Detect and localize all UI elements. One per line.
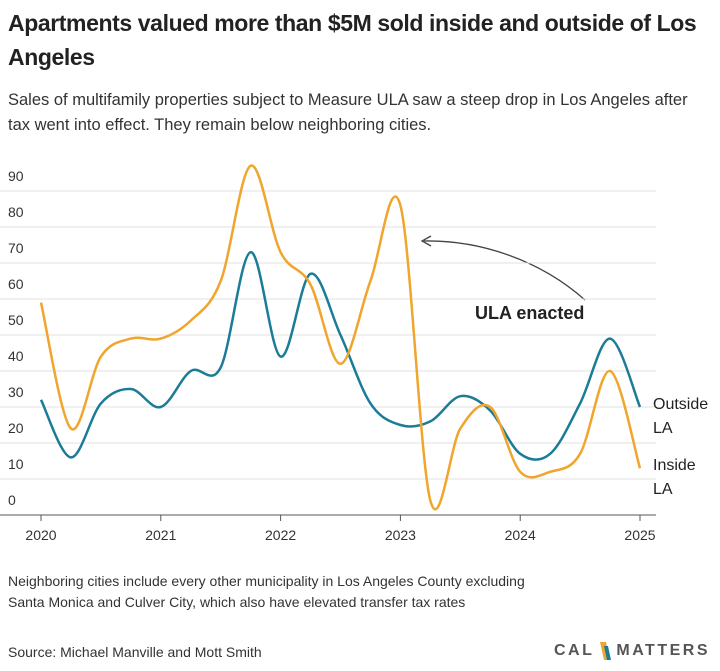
logo-text: MATTERS bbox=[616, 642, 710, 659]
y-tick-label: 90 bbox=[8, 168, 24, 184]
annotation-arrow bbox=[423, 240, 586, 301]
footnote: Neighboring cities include every other m… bbox=[8, 573, 525, 610]
series-label: Outside LA bbox=[653, 396, 709, 437]
source: Source: Michael Manville and Mott Smith bbox=[8, 644, 262, 660]
chart-title: Apartments valued more than $5M sold ins… bbox=[8, 10, 697, 70]
y-tick-label: 0 bbox=[8, 492, 16, 508]
series-label: Inside LA bbox=[653, 457, 696, 499]
y-tick-label: 20 bbox=[8, 420, 24, 436]
line bbox=[39, 164, 642, 511]
y-tick-label: 80 bbox=[8, 204, 24, 220]
logo-text: CAL bbox=[553, 642, 595, 659]
logo: CAL MATTERS bbox=[554, 642, 710, 660]
annotation: ULA enacted bbox=[475, 303, 584, 323]
x-tick-label: 2022 bbox=[265, 527, 296, 543]
y-tick-label: 50 bbox=[8, 312, 24, 328]
chart-subtitle: Sales of multifamily properties subject … bbox=[8, 91, 688, 134]
logo-icon bbox=[600, 642, 612, 660]
line bbox=[39, 250, 642, 461]
x-tick-label: 2020 bbox=[25, 527, 56, 543]
x-tick-label: 2024 bbox=[505, 527, 536, 543]
y-tick-label: 60 bbox=[8, 276, 24, 292]
arrow-head bbox=[420, 235, 432, 247]
x-tick-label: 2023 bbox=[385, 527, 416, 543]
y-tick-label: 40 bbox=[8, 348, 24, 364]
y-tick-label: 70 bbox=[8, 240, 24, 256]
x-tick-label: 2025 bbox=[624, 527, 655, 543]
x-tick-label: 2021 bbox=[145, 527, 176, 543]
y-tick-label: 30 bbox=[8, 384, 24, 400]
y-tick-label: 10 bbox=[8, 456, 24, 472]
